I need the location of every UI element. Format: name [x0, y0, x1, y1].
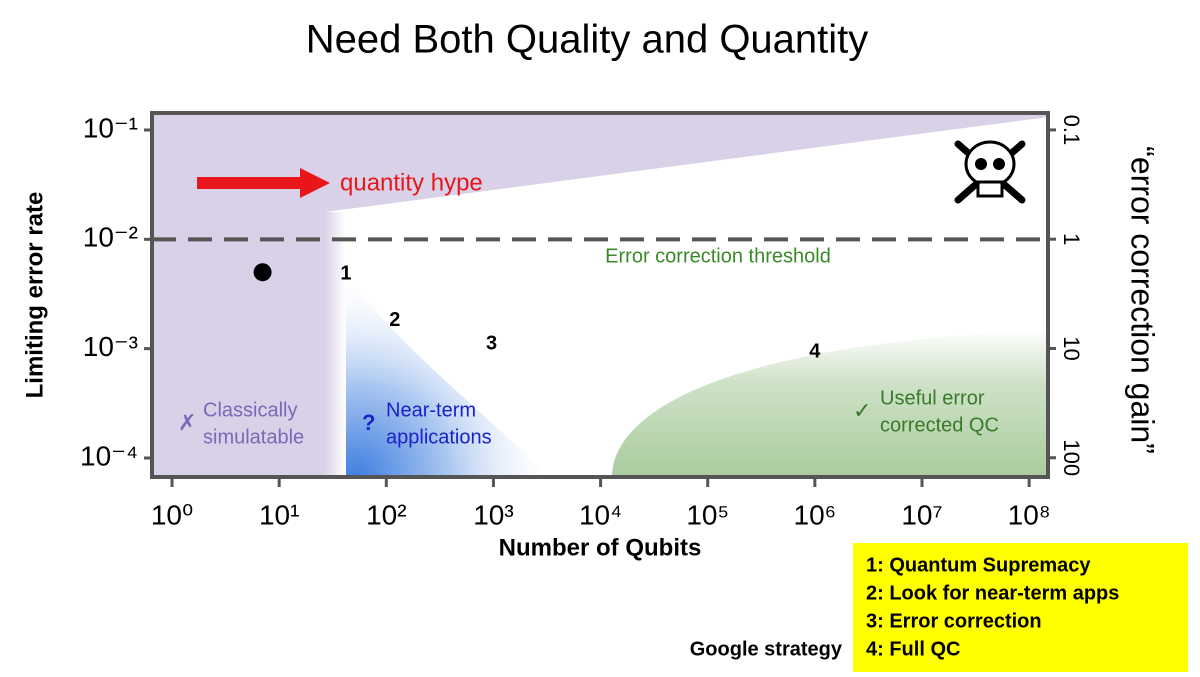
x-tick-label: 10² [366, 499, 406, 530]
y-tick-label: 10⁻² [83, 222, 138, 253]
x-tick-label: 10⁸ [1008, 499, 1051, 530]
y-tick-label: 10⁻³ [83, 331, 138, 362]
x-tick-label: 10⁶ [794, 499, 837, 530]
error-corrected-region [612, 330, 1048, 477]
near-term-region [346, 270, 550, 477]
region-label: Useful error [880, 387, 985, 409]
x-tick-label: 10³ [473, 499, 513, 530]
y2-tick-label: 100 [1059, 439, 1084, 476]
x-axis-label: Number of Qubits [499, 534, 702, 561]
y-axis-label: Limiting error rate [21, 192, 48, 399]
strategy-label: Google strategy [690, 638, 843, 660]
x-tick-label: 10⁵ [686, 499, 729, 530]
x-tick-label: 10⁴ [579, 499, 622, 530]
x-tick-label: 10¹ [259, 499, 299, 530]
annotation: 4 [809, 340, 821, 362]
annotation: 1 [340, 262, 351, 284]
strategy-item: 1: Quantum Supremacy [866, 554, 1091, 576]
region-label: Near-term [386, 399, 476, 421]
x-tick-label: 10⁰ [151, 499, 193, 530]
region-label: applications [386, 426, 492, 448]
region-symbol: ✗ [178, 410, 196, 435]
region-symbol: ? [362, 410, 375, 435]
region-label: corrected QC [880, 414, 999, 436]
strategy-box [853, 543, 1188, 672]
y-tick-label: 10⁻¹ [83, 112, 138, 143]
strategy-item: 3: Error correction [866, 610, 1042, 632]
annotation: 2 [389, 309, 400, 331]
point [253, 263, 272, 282]
y2-tick-label: 0.1 [1059, 115, 1084, 146]
y2-tick-label: 10 [1059, 336, 1084, 360]
chart-title: Need Both Quality and Quantity [306, 18, 869, 62]
region-label: simulatable [203, 426, 304, 448]
x-tick-label: 10⁷ [901, 499, 942, 530]
y-tick-label: 10⁻⁴ [80, 440, 138, 471]
hype-label: quantity hype [340, 169, 483, 196]
region-label: Classically [203, 399, 297, 421]
annotation: 3 [486, 332, 497, 354]
strategy-item: 4: Full QC [866, 638, 960, 660]
plot-background [152, 113, 1048, 477]
hype-arrow [197, 168, 330, 198]
threshold-label: Error correction threshold [605, 246, 831, 268]
y2-axis-label: “error correction gain” [1125, 146, 1161, 454]
skull-icon [954, 140, 1026, 204]
region-edge [324, 212, 346, 477]
strategy-item: 2: Look for near-term apps [866, 582, 1119, 604]
y2-tick-label: 1 [1059, 233, 1084, 245]
region-symbol: ✓ [853, 398, 871, 423]
